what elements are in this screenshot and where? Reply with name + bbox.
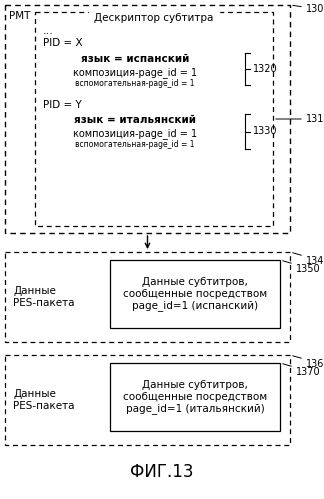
- Text: Дескриптор субтитра: Дескриптор субтитра: [94, 13, 214, 23]
- Bar: [5, 252, 290, 342]
- Bar: [35, 12, 273, 226]
- Text: 1350: 1350: [296, 264, 321, 274]
- Text: ФИГ.13: ФИГ.13: [130, 463, 194, 481]
- Bar: [5, 5, 290, 233]
- Text: PID = Y: PID = Y: [43, 100, 82, 110]
- Text: 1320: 1320: [253, 64, 278, 74]
- Text: язык = итальянский: язык = итальянский: [74, 115, 196, 125]
- Text: вспомогательная-page_id = 1: вспомогательная-page_id = 1: [75, 140, 195, 149]
- Text: 1330: 1330: [253, 127, 277, 137]
- Text: ...: ...: [43, 26, 54, 36]
- Text: Данные субтитров,
сообщенные посредством
page_id=1 (итальянский): Данные субтитров, сообщенные посредством…: [123, 380, 267, 414]
- Bar: [110, 260, 280, 328]
- Text: PMT: PMT: [9, 11, 30, 21]
- Text: 1340: 1340: [306, 256, 324, 266]
- Text: Данные
PES-пакета: Данные PES-пакета: [13, 389, 75, 411]
- Text: язык = испанский: язык = испанский: [81, 54, 189, 64]
- Text: вспомогательная-page_id = 1: вспомогательная-page_id = 1: [75, 79, 195, 88]
- Bar: [5, 355, 290, 445]
- Text: 1360: 1360: [306, 359, 324, 369]
- Text: 1300: 1300: [306, 4, 324, 14]
- Text: Данные
PES-пакета: Данные PES-пакета: [13, 286, 75, 308]
- Text: композиция-page_id = 1: композиция-page_id = 1: [73, 67, 197, 78]
- Text: 1310: 1310: [306, 114, 324, 124]
- Text: композиция-page_id = 1: композиция-page_id = 1: [73, 128, 197, 139]
- Text: Данные субтитров,
сообщенные посредством
page_id=1 (испанский): Данные субтитров, сообщенные посредством…: [123, 277, 267, 311]
- Text: PID = X: PID = X: [43, 38, 83, 48]
- Bar: [110, 363, 280, 431]
- Text: 1370: 1370: [296, 367, 321, 377]
